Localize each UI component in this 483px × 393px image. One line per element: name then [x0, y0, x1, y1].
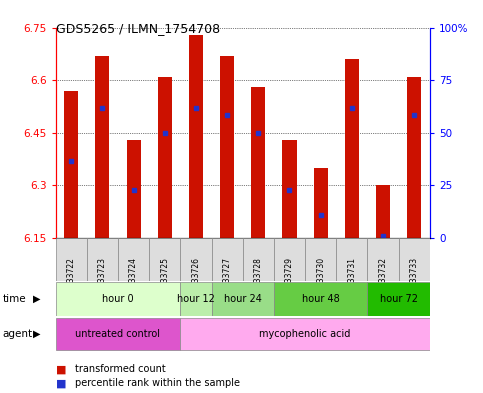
- FancyBboxPatch shape: [274, 238, 305, 281]
- FancyBboxPatch shape: [56, 238, 87, 281]
- Bar: [95, 55, 109, 238]
- Text: GSM1133728: GSM1133728: [254, 257, 263, 308]
- Text: GSM1133724: GSM1133724: [129, 257, 138, 308]
- Text: mycophenolic acid: mycophenolic acid: [259, 329, 351, 339]
- Bar: [127, 140, 141, 238]
- Text: hour 24: hour 24: [224, 294, 262, 304]
- Text: transformed count: transformed count: [75, 364, 166, 375]
- Text: GSM1133732: GSM1133732: [379, 257, 387, 308]
- Text: hour 72: hour 72: [380, 294, 418, 304]
- FancyBboxPatch shape: [87, 238, 118, 281]
- Bar: [313, 168, 327, 238]
- FancyBboxPatch shape: [242, 238, 274, 281]
- Text: ■: ■: [56, 378, 66, 388]
- Text: GSM1133729: GSM1133729: [285, 257, 294, 308]
- Bar: [189, 35, 203, 238]
- Text: percentile rank within the sample: percentile rank within the sample: [75, 378, 240, 388]
- FancyBboxPatch shape: [180, 238, 212, 281]
- FancyBboxPatch shape: [368, 283, 430, 316]
- FancyBboxPatch shape: [180, 283, 212, 316]
- Text: ▶: ▶: [33, 329, 41, 339]
- FancyBboxPatch shape: [368, 238, 398, 281]
- Text: GSM1133730: GSM1133730: [316, 257, 325, 309]
- Text: GSM1133731: GSM1133731: [347, 257, 356, 308]
- Text: hour 0: hour 0: [102, 294, 134, 304]
- Bar: [220, 55, 234, 238]
- FancyBboxPatch shape: [212, 283, 274, 316]
- Text: ▶: ▶: [33, 294, 41, 304]
- Text: untreated control: untreated control: [75, 329, 160, 339]
- FancyBboxPatch shape: [212, 238, 242, 281]
- Bar: [251, 87, 265, 238]
- Text: agent: agent: [2, 329, 32, 339]
- Bar: [283, 140, 297, 238]
- FancyBboxPatch shape: [274, 283, 368, 316]
- FancyBboxPatch shape: [180, 318, 430, 350]
- Text: GSM1133725: GSM1133725: [160, 257, 169, 308]
- Text: GSM1133727: GSM1133727: [223, 257, 232, 308]
- Text: hour 12: hour 12: [177, 294, 215, 304]
- Text: hour 48: hour 48: [302, 294, 340, 304]
- Text: GSM1133723: GSM1133723: [98, 257, 107, 308]
- FancyBboxPatch shape: [118, 238, 149, 281]
- Bar: [345, 59, 359, 238]
- Text: GSM1133733: GSM1133733: [410, 257, 419, 309]
- Bar: [64, 90, 78, 238]
- Text: time: time: [2, 294, 26, 304]
- FancyBboxPatch shape: [56, 283, 180, 316]
- FancyBboxPatch shape: [398, 238, 430, 281]
- Bar: [376, 185, 390, 238]
- Text: ■: ■: [56, 364, 66, 375]
- FancyBboxPatch shape: [305, 238, 336, 281]
- FancyBboxPatch shape: [56, 318, 180, 350]
- FancyBboxPatch shape: [149, 238, 180, 281]
- Text: GSM1133722: GSM1133722: [67, 257, 76, 308]
- Text: GDS5265 / ILMN_1754708: GDS5265 / ILMN_1754708: [56, 22, 220, 35]
- Bar: [158, 77, 172, 238]
- Bar: [407, 77, 421, 238]
- FancyBboxPatch shape: [336, 238, 368, 281]
- Text: GSM1133726: GSM1133726: [191, 257, 200, 308]
